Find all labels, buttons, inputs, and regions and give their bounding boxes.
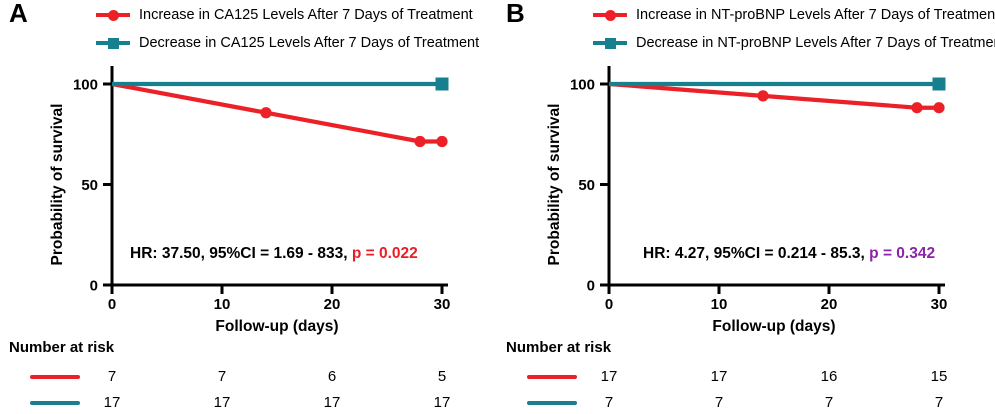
risk-row-decrease: 17 17 17 17 (0, 393, 497, 413)
p-value: p = 0.342 (869, 245, 935, 262)
y-axis-title: Probability of survival (49, 104, 66, 266)
risk-count: 17 (323, 394, 341, 411)
series-line-icon (30, 375, 80, 379)
series-line-0 (111, 81, 442, 144)
risk-row-increase: 7 7 6 5 (0, 367, 497, 387)
series-line-icon (527, 401, 577, 405)
panel-a-label: A (9, 0, 28, 28)
series-line-0 (608, 81, 939, 110)
risk-count: 6 (327, 368, 337, 385)
panel-b-label: B (506, 0, 525, 28)
panel-b-number-at-risk: Number at risk 17 17 16 15 7 7 7 7 (497, 338, 995, 414)
x-axis-title: Follow-up (days) (215, 318, 338, 335)
risk-row-decrease: 7 7 7 7 (497, 393, 995, 413)
data-point-marker (757, 90, 769, 102)
risk-count: 15 (930, 368, 948, 385)
y-tick-label: 0 (587, 278, 595, 295)
x-tick-label: 10 (711, 296, 728, 313)
x-tick-label: 30 (434, 296, 451, 313)
legend-item-increase: Increase in NT-proBNP Levels After 7 Day… (593, 1, 995, 29)
risk-count: 7 (934, 394, 944, 411)
y-axis-title: Probability of survival (546, 104, 563, 266)
data-point-marker (435, 77, 449, 91)
x-axis-title: Follow-up (days) (712, 318, 835, 335)
circle-marker-icon (96, 8, 130, 22)
risk-count: 7 (824, 394, 834, 411)
hr-annotation: HR: 37.50, 95%CI = 1.69 - 833, p = 0.022 (130, 245, 418, 262)
risk-count: 7 (714, 394, 724, 411)
x-tick-label: 20 (324, 296, 341, 313)
data-point-marker (414, 135, 426, 148)
panel-b-legend: Increase in NT-proBNP Levels After 7 Day… (593, 1, 995, 57)
risk-count: 7 (107, 368, 117, 385)
series-line-icon (527, 375, 577, 379)
panel-a: A Increase in CA125 Levels After 7 Days … (0, 0, 497, 414)
y-tick-label: 100 (570, 77, 595, 94)
y-tick-label: 0 (90, 278, 98, 295)
data-point-marker (933, 102, 945, 114)
y-tick-label: 50 (578, 177, 595, 194)
risk-count: 7 (217, 368, 227, 385)
panel-a-legend: Increase in CA125 Levels After 7 Days of… (96, 1, 479, 57)
risk-count: 7 (604, 394, 614, 411)
p-value: p = 0.022 (352, 245, 418, 262)
y-tick-label: 50 (81, 177, 98, 194)
risk-count: 5 (437, 368, 447, 385)
x-tick-label: 30 (931, 296, 948, 313)
x-tick-label: 0 (108, 296, 116, 313)
data-point-marker (436, 135, 448, 148)
series-line-icon (30, 401, 80, 405)
legend-label-increase: Increase in CA125 Levels After 7 Days of… (139, 7, 473, 23)
risk-count: 16 (820, 368, 838, 385)
legend-label-decrease: Decrease in CA125 Levels After 7 Days of… (139, 35, 480, 51)
risk-count: 17 (213, 394, 231, 411)
data-point-marker (932, 77, 946, 91)
data-point-marker (260, 107, 272, 119)
risk-row-increase: 17 17 16 15 (497, 367, 995, 387)
risk-count: 17 (433, 394, 451, 411)
number-at-risk-title: Number at risk (506, 339, 612, 356)
x-tick-label: 20 (821, 296, 838, 313)
survival-chart-a: 0 50 100 0 10 20 30 Probability of survival Foll… (49, 66, 451, 335)
x-tick-label: 10 (214, 296, 231, 313)
hr-annotation: HR: 4.27, 95%CI = 0.214 - 85.3, p = 0.34… (643, 245, 935, 262)
legend-item-decrease: Decrease in NT-proBNP Levels After 7 Day… (593, 29, 995, 57)
square-marker-icon (593, 36, 627, 50)
legend-item-increase: Increase in CA125 Levels After 7 Days of… (96, 1, 479, 29)
legend-item-decrease: Decrease in CA125 Levels After 7 Days of… (96, 29, 479, 57)
circle-marker-icon (593, 8, 627, 22)
survival-chart-b: 0 50 100 0 10 20 30 Probability of survival Foll… (546, 66, 948, 335)
risk-count: 17 (600, 368, 618, 385)
x-tick-label: 0 (605, 296, 613, 313)
data-point-marker (911, 102, 923, 114)
risk-count: 17 (103, 394, 121, 411)
legend-label-decrease: Decrease in NT-proBNP Levels After 7 Day… (636, 35, 995, 51)
legend-label-increase: Increase in NT-proBNP Levels After 7 Day… (636, 7, 995, 23)
panel-a-number-at-risk: Number at risk 7 7 6 5 17 17 17 17 (0, 338, 497, 414)
panel-b: B Increase in NT-proBNP Levels After 7 D… (497, 0, 995, 414)
square-marker-icon (96, 36, 130, 50)
number-at-risk-title: Number at risk (9, 339, 115, 356)
risk-count: 17 (710, 368, 728, 385)
y-tick-label: 100 (73, 77, 98, 94)
